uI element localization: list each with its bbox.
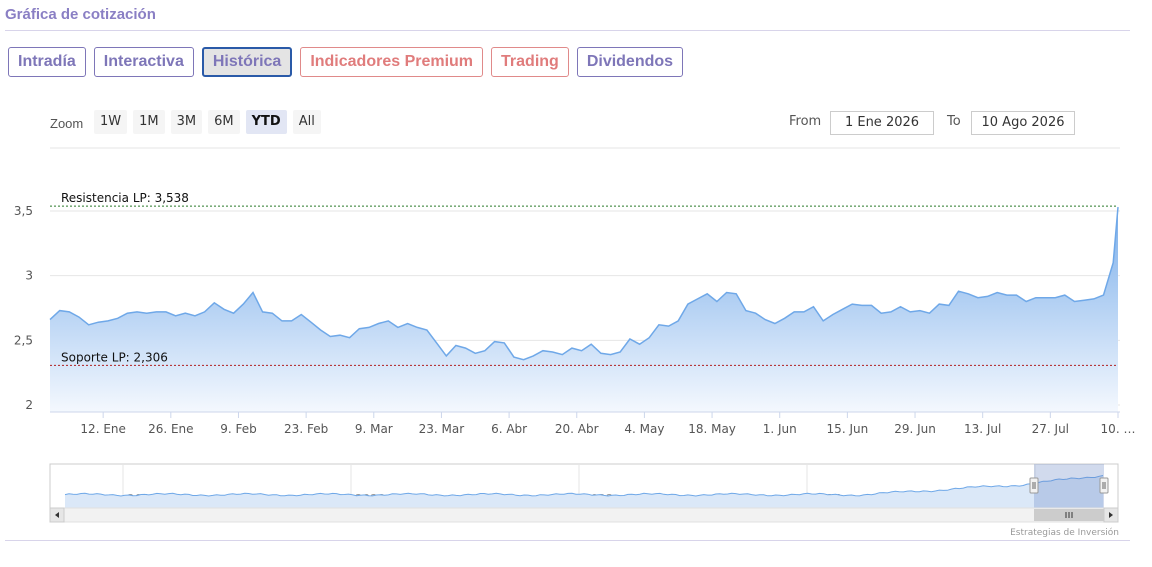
scrollbar[interactable]: [49, 507, 1119, 523]
x-tick-label: 23. Mar: [419, 422, 465, 436]
x-tick-label: 6. Abr: [491, 422, 527, 436]
bottom-divider: [5, 540, 1130, 541]
page-title: Gráfica de cotización: [5, 6, 156, 23]
from-label: From: [789, 114, 822, 129]
x-tick-label: 4. May: [624, 422, 664, 436]
chart-credits: Estrategias de Inversión: [1010, 527, 1119, 538]
x-tick-label: 26. Ene: [148, 422, 193, 436]
title-divider: [5, 30, 1130, 31]
chart-tabs: Intradía Interactiva Histórica Indicador…: [8, 47, 684, 77]
x-tick-label: 23. Feb: [284, 422, 328, 436]
navigator-series-line: [64, 475, 1104, 497]
x-tick-label: 12. Ene: [80, 422, 125, 436]
y-tick-label: 2,5: [14, 333, 33, 347]
zoom-6m-button[interactable]: 6M: [208, 110, 240, 134]
resistance-label: Resistencia LP: 3,538: [61, 191, 189, 205]
tab-dividendos[interactable]: Dividendos: [576, 47, 684, 77]
zoom-3m-button[interactable]: 3M: [170, 110, 203, 134]
y-tick-label: 3: [25, 269, 33, 283]
x-tick-label: 9. Feb: [220, 422, 257, 436]
x-axis: 12. Ene 26. Ene 9. Feb 23. Feb 9. Mar 23. Mar…: [80, 412, 1135, 436]
support-resistance-lines: Resistencia LP: 3,538 Soporte LP: 2,306: [50, 191, 1118, 366]
y-axis: 3,5 3 2,5 2: [14, 204, 33, 412]
to-date-input[interactable]: 10 Ago 2026: [971, 111, 1075, 135]
navigator[interactable]: 20182020202220242026: [49, 463, 1119, 509]
x-tick-label: 15. Jun: [827, 422, 869, 436]
navigator-right-handle[interactable]: [1099, 477, 1109, 494]
zoom-all-button[interactable]: All: [292, 110, 321, 134]
navigator-selection[interactable]: [1034, 464, 1104, 508]
zoom-1m-button[interactable]: 1M: [133, 110, 165, 134]
scrollbar-track[interactable]: [49, 507, 1119, 523]
navigator-series: [65, 475, 1103, 508]
x-tick-label: 1. Jun: [763, 422, 797, 436]
x-tick-label: 18. May: [688, 422, 736, 436]
to-label: To: [947, 114, 961, 129]
tab-interactiva[interactable]: Interactiva: [93, 47, 194, 77]
x-tick-label: 27. Jul: [1032, 422, 1069, 436]
y-tick-label: 2: [25, 398, 33, 412]
tab-trading[interactable]: Trading: [491, 47, 569, 77]
price-area: [50, 207, 1118, 412]
navigator-left-handle[interactable]: [1029, 477, 1039, 494]
zoom-label: Zoom: [50, 116, 84, 131]
tab-intradia[interactable]: Intradía: [8, 47, 86, 77]
y-tick-label: 3,5: [14, 204, 33, 218]
scroll-left-arrow-icon: [55, 512, 59, 518]
zoom-1w-button[interactable]: 1W: [94, 110, 128, 134]
x-tick-label: 20. Abr: [555, 422, 599, 436]
scroll-right-arrow-icon: [1109, 512, 1113, 518]
tab-historica[interactable]: Histórica: [201, 47, 293, 77]
x-tick-label: 10. …: [1101, 422, 1136, 436]
price-line: [49, 207, 1119, 361]
tab-indicadores-premium[interactable]: Indicadores Premium: [300, 47, 484, 77]
zoom-buttons: 1W 1M 3M 6M YTD All: [94, 110, 321, 134]
from-date-input[interactable]: 1 Ene 2026: [830, 111, 934, 135]
x-tick-label: 9. Mar: [355, 422, 393, 436]
support-label: Soporte LP: 2,306: [61, 350, 168, 364]
x-tick-label: 13. Jul: [964, 422, 1001, 436]
x-tick-label: 29. Jun: [894, 422, 936, 436]
zoom-ytd-button[interactable]: YTD: [245, 110, 287, 134]
